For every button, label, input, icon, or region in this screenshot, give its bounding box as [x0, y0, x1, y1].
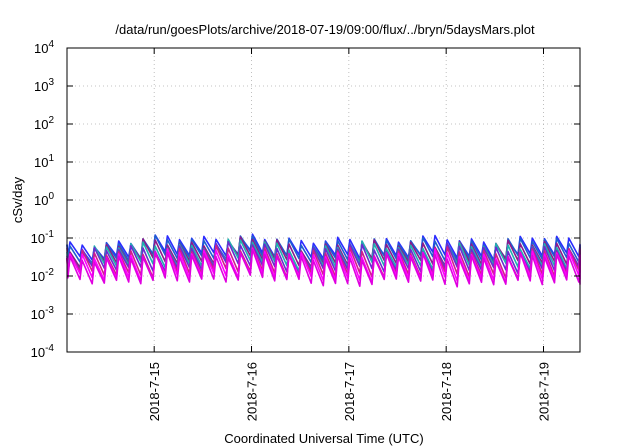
x-tick-label: 2018-7-19 — [537, 362, 552, 421]
x-tick-label: 2018-7-18 — [439, 362, 454, 421]
y-tick-label: 10-1 — [31, 229, 55, 246]
y-tick-label: 102 — [34, 115, 54, 132]
series-line-8 — [66, 248, 581, 288]
y-tick-label: 10-4 — [31, 343, 55, 360]
x-axis-label: Coordinated Universal Time (UTC) — [224, 431, 423, 446]
x-axis-ticks: 2018-7-15 2018-7-16 2018-7-17 2018-7-18 2018… — [147, 48, 552, 421]
y-axis-ticks: 10-4 10-3 10-2 10-1 100 101 102 103 104 — [31, 39, 580, 360]
y-tick-label: 104 — [34, 39, 54, 56]
y-tick-label: 10-2 — [31, 267, 55, 284]
y-tick-label: 10-3 — [31, 305, 55, 322]
x-tick-label: 2018-7-17 — [342, 362, 357, 421]
plot-frame — [66, 47, 581, 353]
x-tick-label: 2018-7-15 — [147, 362, 162, 421]
y-tick-label: 103 — [34, 77, 54, 94]
y-axis-label: cSv/day — [10, 176, 25, 223]
y-tick-label: 101 — [34, 153, 54, 170]
x-tick-label: 2018-7-16 — [245, 362, 260, 421]
series-lines — [66, 233, 581, 288]
chart-title: /data/run/goesPlots/archive/2018-07-19/0… — [115, 22, 535, 37]
y-tick-label: 100 — [34, 191, 54, 208]
gridlines — [67, 48, 580, 352]
